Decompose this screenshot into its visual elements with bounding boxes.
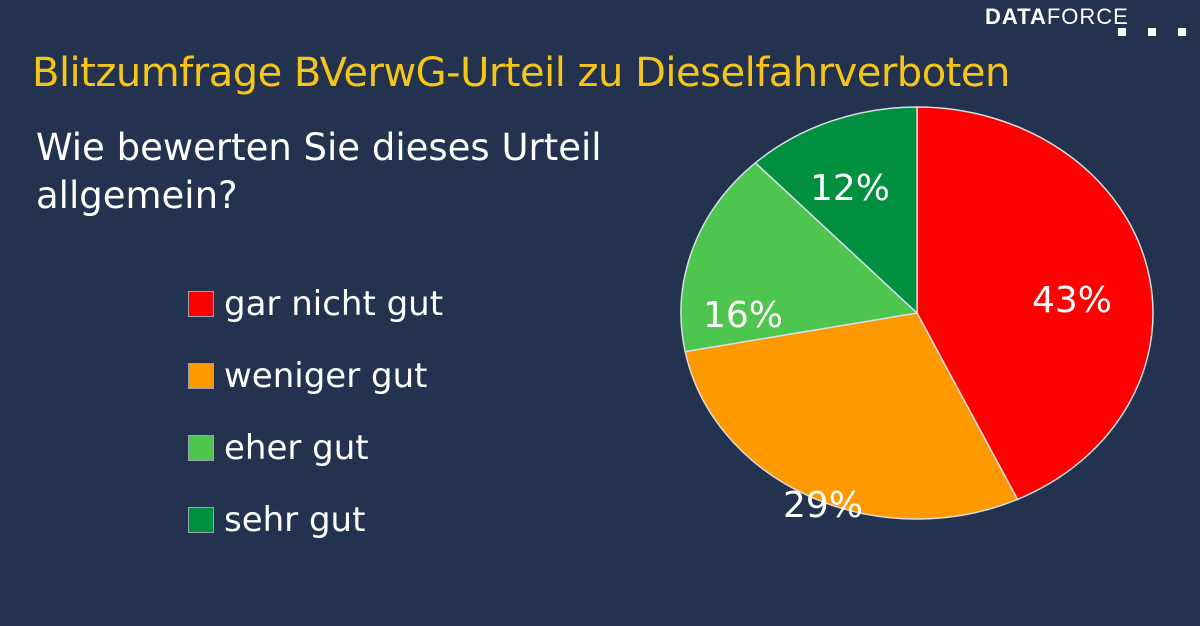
legend-item-gar-nicht-gut: gar nicht gut [188,268,443,340]
legend-item-weniger-gut: weniger gut [188,340,443,412]
legend-swatch-icon [188,435,214,461]
dataforce-logo: DATAFORCE [985,4,1129,30]
slice-label-weniger-gut: 29% [783,485,864,526]
legend-item-sehr-gut: sehr gut [188,484,443,556]
pie-slice-gar-nicht-gut [916,106,1154,501]
legend: gar nicht gut weniger gut eher gut sehr … [188,268,443,556]
slice-label-eher-gut: 16% [703,295,784,336]
legend-swatch-icon [188,291,214,317]
legend-label: sehr gut [224,500,366,540]
logo-light-text: FORCE [1046,4,1129,29]
legend-label: gar nicht gut [224,284,444,324]
pie-slice-eher-gut [680,161,919,353]
legend-swatch-icon [188,507,214,533]
pie-slice-weniger-gut [684,312,1019,520]
question-text: Wie bewerten Sie dieses Urteil allgemein… [36,126,602,217]
legend-label: eher gut [224,428,369,468]
slice-label-gar-nicht-gut: 43% [1032,280,1113,321]
logo-bold-text: DATA [985,4,1047,29]
legend-item-eher-gut: eher gut [188,412,443,484]
legend-label: weniger gut [224,356,428,396]
slice-label-sehr-gut: 12% [810,168,891,209]
pie-slice-sehr-gut [754,106,918,315]
legend-swatch-icon [188,363,214,389]
chart-title: Blitzumfrage BVerwG-Urteil zu Dieselfahr… [32,50,1010,96]
